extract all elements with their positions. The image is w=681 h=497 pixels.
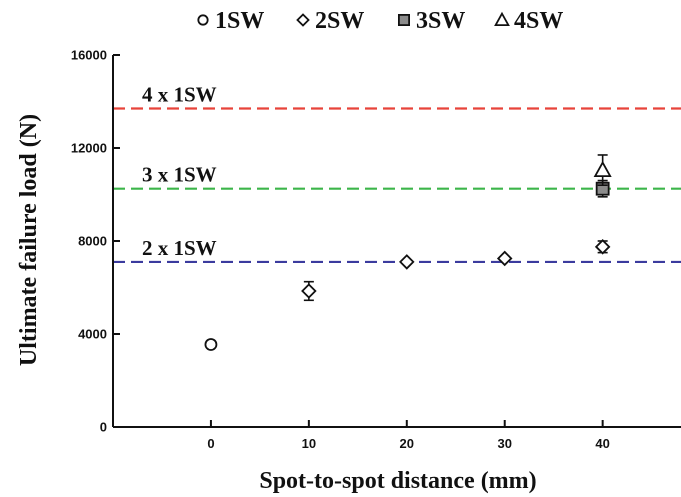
- axes: 0 4000 8000 12000 16000 0 10 20 30 40: [71, 48, 681, 451]
- data-point-2sw: [594, 239, 611, 255]
- legend-marker-2sw: [296, 13, 310, 27]
- data-point-2sw: [496, 250, 513, 267]
- y-tick-label: 16000: [71, 48, 107, 63]
- legend-marker-4sw: [494, 11, 510, 27]
- legend-label: 2SW: [315, 8, 364, 34]
- legend: 1SW 2SW 3SW 4SW: [197, 8, 563, 34]
- legend-item: 2SW: [296, 8, 364, 34]
- data-point-1sw: [204, 338, 218, 351]
- data-point-2sw: [301, 283, 317, 299]
- legend-label: 1SW: [215, 8, 264, 34]
- reference-line-label: 2 x 1SW: [142, 236, 217, 260]
- legend-label: 3SW: [416, 8, 465, 34]
- reference-line-label: 3 x 1SW: [142, 163, 217, 187]
- legend-marker-3sw: [397, 13, 410, 26]
- legend-item: 4SW: [494, 8, 563, 34]
- x-tick-label: 40: [595, 436, 609, 451]
- x-tick-label: 20: [400, 436, 414, 451]
- y-tick-label: 4000: [78, 327, 107, 342]
- y-tick-label: 8000: [78, 234, 107, 249]
- y-tick-label: 12000: [71, 141, 107, 156]
- x-tick-label: 30: [497, 436, 511, 451]
- y-axis-title: Ultimate failure load (N): [16, 114, 42, 366]
- legend-label: 4SW: [514, 8, 563, 34]
- reference-lines: 4 x 1SW 3 x 1SW 2 x 1SW: [113, 82, 681, 264]
- x-tick-label: 10: [302, 436, 316, 451]
- x-axis-title: Spot-to-spot distance (mm): [259, 468, 536, 494]
- reference-line-label: 4 x 1SW: [142, 82, 217, 106]
- data-point-4sw: [593, 160, 612, 177]
- x-tick-label: 0: [207, 436, 214, 451]
- data-points: [204, 154, 612, 351]
- legend-item: 1SW: [197, 8, 264, 34]
- y-tick-label: 0: [100, 420, 107, 435]
- legend-marker-1sw: [197, 14, 209, 26]
- data-point-2sw: [399, 254, 415, 270]
- legend-item: 3SW: [397, 8, 465, 34]
